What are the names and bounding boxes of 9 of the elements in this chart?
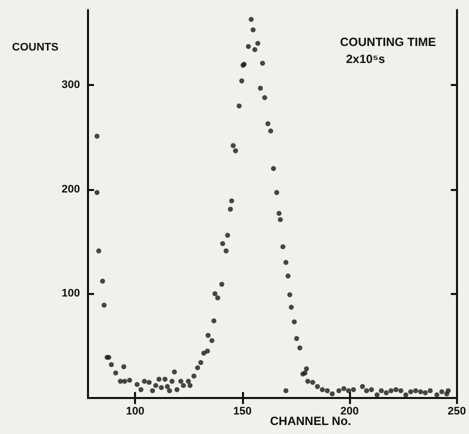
y-tick-label: 300 bbox=[62, 79, 80, 92]
x-tick-label: 150 bbox=[233, 406, 252, 418]
x-tick-label: 250 bbox=[448, 406, 466, 418]
y-tick-label: 100 bbox=[62, 288, 80, 300]
annotation: COUNTING TIME bbox=[340, 35, 436, 49]
y-tick-label: 200 bbox=[62, 183, 80, 196]
y-axis-title: COUNTS bbox=[12, 42, 58, 54]
x-tick-label: 100 bbox=[126, 406, 144, 418]
annotation: 2x10⁵s bbox=[346, 52, 386, 66]
